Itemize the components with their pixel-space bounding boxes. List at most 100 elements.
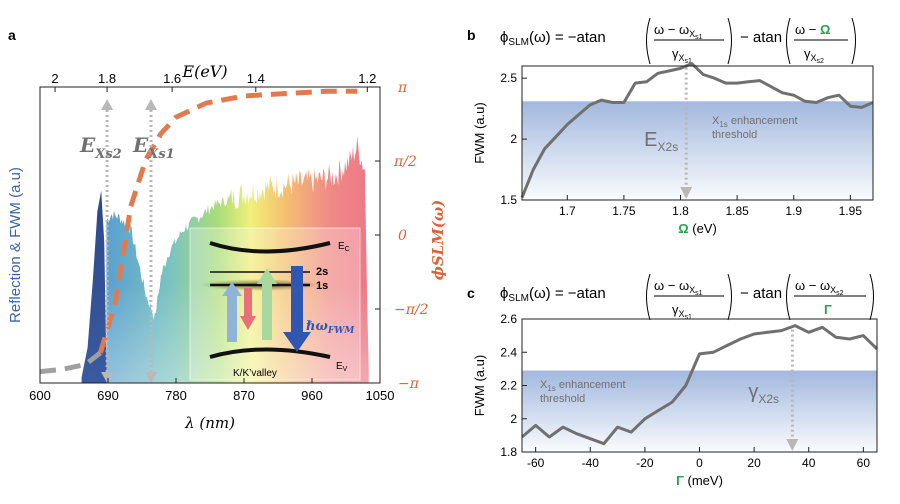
xtick-label: 60: [857, 456, 871, 470]
a-toptick-label: 1.6: [163, 71, 181, 86]
panel-b-label: b: [467, 27, 476, 43]
marker-arrowhead: [786, 439, 799, 451]
xtick-label: -60: [527, 456, 545, 470]
exciton-marker-tail-1: [101, 99, 114, 110]
xtick-label: 1.9: [785, 204, 802, 218]
a-xtick-label: 960: [301, 388, 323, 403]
valley-label: K/K’valley: [233, 368, 277, 379]
a-xtick-label: 690: [97, 388, 119, 403]
level-1s-label: 1s: [316, 280, 328, 292]
a-rtick-label: 0: [398, 228, 407, 244]
a-xtick-label: 780: [165, 388, 187, 403]
a-toptick-label: 1.2: [358, 71, 376, 86]
plot-frame: [521, 65, 874, 201]
ytick-label: 2: [510, 412, 517, 426]
a-toptick-label: 1.8: [98, 71, 116, 86]
xtick-label: 1.7: [559, 204, 576, 218]
xtick-label: 0: [696, 456, 703, 470]
panel-b: b ϕSLM(ω) = −atan ω − ωXs1 γXs1 − atan ω…: [467, 17, 874, 236]
ec-label: EC: [338, 241, 350, 253]
panel-c: c ϕSLM(ω) = −atan ω − ωXs1 γXs1 − atan ω…: [467, 273, 879, 488]
marker-label: EX2s: [644, 129, 678, 154]
a-xtick-label: 1050: [366, 388, 395, 403]
probe-arrow-red: [240, 288, 256, 330]
svg-text:ω − ωXs1: ω − ωXs1: [654, 22, 703, 41]
marker-label: γX2s: [748, 381, 779, 406]
a-rtick-label: π/2: [393, 154, 417, 170]
a-rtick-label: −π/2: [394, 302, 429, 318]
fwm-energy-label: ℏωFWM: [306, 319, 355, 336]
pump-arrow-blue: [222, 282, 242, 342]
threshold-band: [522, 370, 877, 452]
fwm-peak-area: [81, 190, 107, 383]
xtick-label: 20: [747, 456, 761, 470]
threshold-label: X1s enhancement: [712, 115, 798, 129]
threshold-band: [522, 101, 873, 200]
fwm-line: [520, 62, 874, 199]
bottom-axis-label: λ (nm): [184, 414, 235, 432]
x-axis-label: Γ (meV): [676, 473, 723, 488]
ytick-label: 1.8: [500, 445, 517, 459]
x-axis-label: Ω (eV): [678, 221, 717, 236]
a-rtick-label: π: [397, 80, 408, 96]
marker-arrowhead: [680, 187, 693, 199]
a-toptick-label: 2: [51, 71, 58, 86]
panel-a: a E(eV) Reflection & FWM (a.u) EC 2s 1s …: [7, 27, 447, 432]
y-axis-label: FWM (a.u): [472, 102, 487, 163]
reflection-fade: [106, 135, 369, 383]
formula-b-lhs: ϕSLM(ω) = −atan: [500, 29, 606, 48]
svg-text:ω − ωXs2: ω − ωXs2: [795, 278, 844, 297]
panel-b-formula: ϕSLM(ω) = −atan ω − ωXs1 γXs1 − atan ω −…: [500, 17, 856, 65]
threshold-label: X1s enhancement: [540, 379, 626, 393]
svg-text:γXs1: γXs1: [672, 46, 692, 65]
ytick-label: 2.4: [500, 345, 517, 359]
phase-curve: [98, 88, 358, 354]
ev-label: EV: [336, 361, 348, 373]
a-xtick-label: 870: [233, 388, 255, 403]
level-2s-label: 2s: [316, 266, 328, 278]
svg-text:γXs1: γXs1: [672, 302, 692, 321]
panel-a-bottom-ticks: 600 690 780 870 960 1050: [29, 378, 394, 403]
panel-a-right-ticks: π π/2 0 −π/2 −π: [375, 80, 429, 392]
fwm-arrow: [283, 266, 311, 352]
svg-text:− atan: − atan: [740, 29, 782, 46]
panel-a-label: a: [8, 27, 16, 43]
right-y-label: ϕSLM(ω): [429, 200, 447, 281]
svg-text:Γ: Γ: [824, 302, 832, 317]
panel-c-formula: ϕSLM(ω) = −atan ω − ωXs1 γXs1 − atan ω −…: [500, 273, 874, 321]
threshold-label-line2: threshold: [712, 129, 757, 141]
svg-text:ϕSLM(ω) = −atan: ϕSLM(ω) = −atan: [500, 285, 606, 304]
exs2-label: EXs2: [79, 133, 122, 162]
fwm-peak: [81, 190, 107, 383]
xtick-label: 1.85: [725, 204, 749, 218]
threshold-label-line2: threshold: [540, 393, 585, 405]
exciton-marker-head-2: [144, 372, 157, 383]
left-y-label: Reflection & FWM (a.u): [7, 167, 24, 323]
svg-text:ω − Ω: ω − Ω: [795, 22, 830, 37]
phase-curve-low: [39, 350, 102, 375]
reflection-spectrum: [106, 135, 369, 383]
xtick-label: 1.75: [612, 204, 636, 218]
svg-text:ω − ωXs1: ω − ωXs1: [654, 278, 703, 297]
svg-text:− atan: − atan: [740, 285, 782, 302]
ytick-label: 2.6: [500, 312, 517, 326]
xtick-label: 1.95: [839, 204, 863, 218]
xtick-label: -20: [636, 456, 654, 470]
exciton-marker-head-1: [101, 372, 114, 383]
band-diagram-inset: EC 2s 1s EV K/K’valley: [189, 227, 361, 381]
y-axis-label: FWM (a.u): [472, 355, 487, 416]
fwm-line: [521, 324, 879, 446]
panel-b-plot: 1.7 1.75 1.8 1.85 1.9 1.95 1.5 2 2.5 FWM (a.u) Ω (…: [472, 62, 874, 236]
panel-a-top-ticks: 2 1.8 1.6 1.4 1.2: [51, 71, 376, 92]
conduction-band: [209, 241, 331, 254]
pump-arrow-green: [257, 268, 277, 340]
valence-band: [209, 347, 331, 359]
panel-c-plot: -60 -40 -20 0 20 40 60 1.8 2 2.2 2.4 2.6 FWM (a.u) Γ …: [472, 312, 879, 488]
ytick-label: 2.5: [500, 71, 517, 85]
ytick-label: 2.2: [500, 379, 517, 393]
exciton-marker-tail-2: [144, 99, 157, 110]
xtick-label: 1.8: [672, 204, 689, 218]
ytick-label: 2: [510, 132, 517, 146]
a-toptick-label: 1.4: [247, 71, 265, 86]
